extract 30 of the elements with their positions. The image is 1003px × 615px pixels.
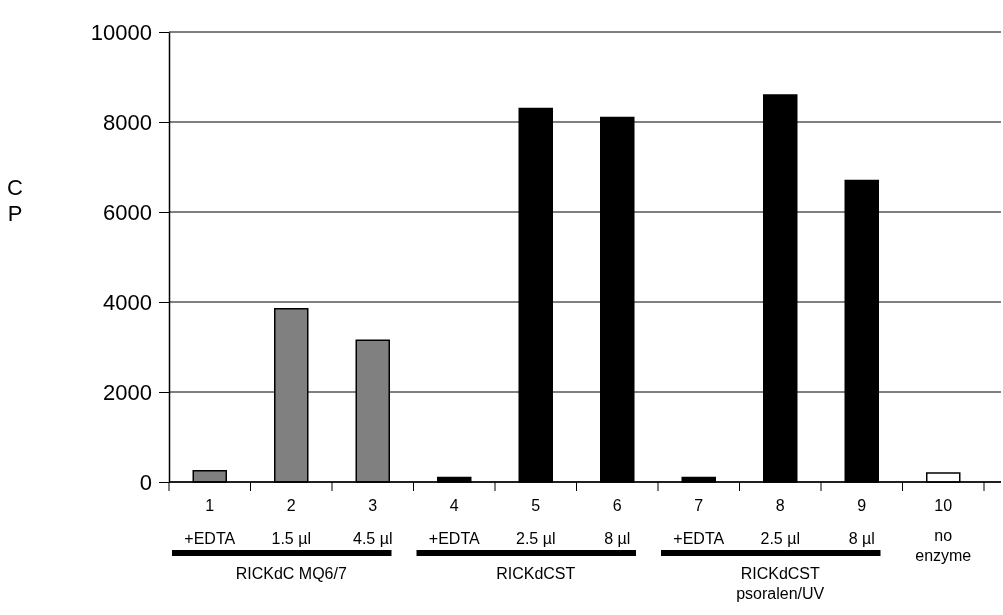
x-tick-label: 9: [857, 497, 867, 514]
text: +EDTA: [184, 530, 236, 547]
y-tick-label: 2000: [103, 379, 152, 405]
x-tick-label: 8: [775, 497, 785, 514]
text: 8 µl: [848, 530, 875, 547]
text: 1.5 µl: [271, 530, 311, 547]
text: +EDTA: [428, 530, 480, 547]
x-tick-label: 3: [368, 497, 378, 514]
x-tick-label: 7: [694, 497, 704, 514]
x-tick-label: 2: [286, 497, 296, 514]
x-tick-label: 1: [205, 497, 215, 514]
text: 8 µl: [604, 530, 631, 547]
x-tick-label: 5: [531, 497, 541, 514]
text: RICKdCST psoralen/UV: [736, 565, 825, 602]
y-axis-title: CP: [7, 175, 24, 226]
x-tick-label: 10: [934, 497, 953, 514]
y-tick-label: 10000: [90, 19, 152, 45]
text: 2.5 µl: [760, 530, 800, 547]
y-tick-label: 0: [139, 469, 152, 495]
text: 4.5 µl: [353, 530, 393, 547]
text: +EDTA: [673, 530, 725, 547]
y-tick-label: 8000: [103, 109, 152, 135]
text: no enzyme: [915, 527, 972, 564]
text: 2.5 µl: [516, 530, 556, 547]
x-tick-label: 6: [612, 497, 622, 514]
text: RICKdC MQ6/7: [235, 565, 347, 582]
y-tick-label: 4000: [103, 289, 152, 315]
x-tick-label: 4: [449, 497, 459, 514]
text: RICKdCST: [496, 565, 576, 582]
y-tick-label: 6000: [103, 199, 152, 225]
